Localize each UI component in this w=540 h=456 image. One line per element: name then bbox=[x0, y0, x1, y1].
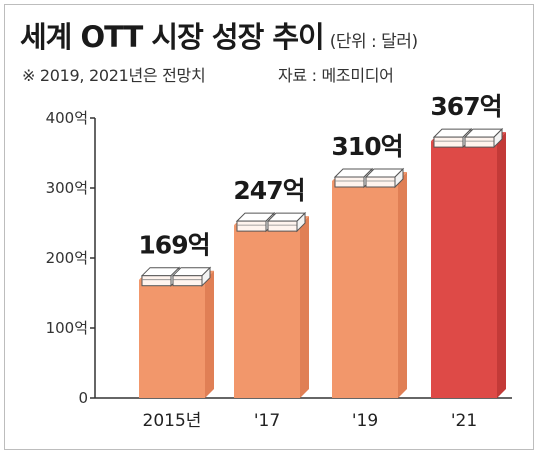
value-label-1: 247억 bbox=[233, 176, 304, 205]
x-tick-label-3: '21 bbox=[451, 411, 477, 431]
y-tick-label-1: 100억 bbox=[46, 319, 88, 337]
unit-note: (단위 : 달러) bbox=[329, 32, 418, 52]
bar-3 bbox=[431, 127, 506, 398]
source-note: 자료 : 메조미디어 bbox=[278, 66, 394, 85]
x-tick-label-2: '19 bbox=[352, 411, 378, 431]
bar-1 bbox=[234, 211, 309, 398]
y-tick-label-3: 300억 bbox=[46, 179, 88, 197]
chart-title: 세계 OTT 시장 성장 추이 bbox=[20, 20, 325, 54]
bar-2 bbox=[332, 167, 407, 398]
value-label-3: 367억 bbox=[430, 92, 501, 121]
x-tick-label-0: 2015년 bbox=[143, 411, 202, 431]
bar-0 bbox=[139, 266, 214, 398]
value-label-0: 169억 bbox=[138, 231, 209, 260]
chart-title-block: 세계 OTT 시장 성장 추이 (단위 : 달러) bbox=[20, 14, 418, 56]
value-label-2: 310억 bbox=[331, 132, 402, 161]
footnote: ※ 2019, 2021년은 전망치 bbox=[22, 66, 206, 85]
y-tick-label-2: 200억 bbox=[46, 249, 88, 267]
y-tick-label-0: 0 bbox=[78, 389, 88, 407]
x-tick-label-1: '17 bbox=[254, 411, 280, 431]
y-tick-label-4: 400억 bbox=[46, 109, 88, 127]
